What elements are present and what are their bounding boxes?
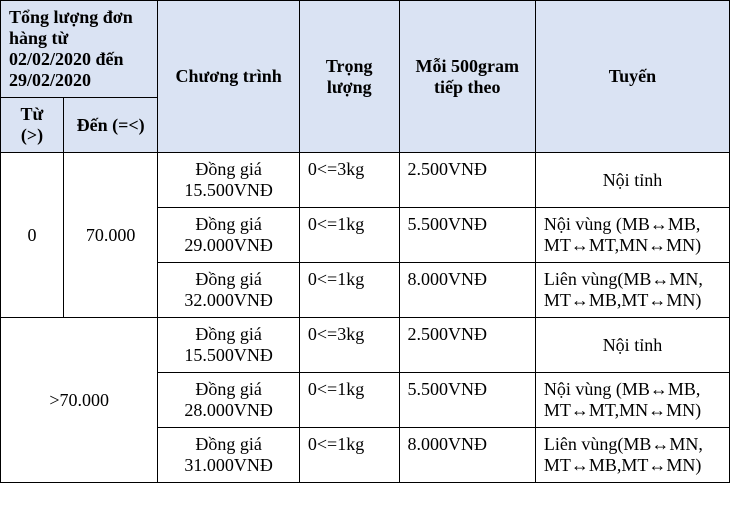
pricing-table: Tổng lượng đơn hàng từ 02/02/2020 đến 29… <box>0 0 730 483</box>
cell-route: Liên vùng(MB↔MN, MT↔MB,MT↔MN) <box>535 263 729 318</box>
cell-route: Nội tỉnh <box>535 153 729 208</box>
cell-per500: 8.000VNĐ <box>399 263 535 318</box>
cell-to: 70.000 <box>63 153 157 318</box>
cell-route: Nội vùng (MB↔MB, MT↔MT,MN↔MN) <box>535 208 729 263</box>
cell-weight: 0<=3kg <box>299 153 399 208</box>
cell-route: Nội vùng (MB↔MB, MT↔MT,MN↔MN) <box>535 373 729 428</box>
col-header-to: Đến (=<) <box>63 98 157 153</box>
cell-program: Đồng giá 15.500VNĐ <box>158 153 300 208</box>
col-header-route: Tuyến <box>535 1 729 153</box>
cell-route: Liên vùng(MB↔MN, MT↔MB,MT↔MN) <box>535 428 729 483</box>
col-header-weight: Trọng lượng <box>299 1 399 153</box>
cell-weight: 0<=3kg <box>299 318 399 373</box>
cell-program: Đồng giá 32.000VNĐ <box>158 263 300 318</box>
table-row: >70.000 Đồng giá 15.500VNĐ 0<=3kg 2.500V… <box>1 318 730 373</box>
cell-weight: 0<=1kg <box>299 373 399 428</box>
cell-program: Đồng giá 29.000VNĐ <box>158 208 300 263</box>
table-row: 0 70.000 Đồng giá 15.500VNĐ 0<=3kg 2.500… <box>1 153 730 208</box>
cell-merged-range: >70.000 <box>1 318 158 483</box>
cell-per500: 2.500VNĐ <box>399 153 535 208</box>
cell-per500: 8.000VNĐ <box>399 428 535 483</box>
cell-per500: 5.500VNĐ <box>399 373 535 428</box>
col-header-program: Chương trình <box>158 1 300 153</box>
cell-program: Đồng giá 31.000VNĐ <box>158 428 300 483</box>
cell-program: Đồng giá 15.500VNĐ <box>158 318 300 373</box>
col-header-from: Từ (>) <box>1 98 64 153</box>
col-header-group: Tổng lượng đơn hàng từ 02/02/2020 đến 29… <box>1 1 158 98</box>
cell-weight: 0<=1kg <box>299 428 399 483</box>
cell-per500: 2.500VNĐ <box>399 318 535 373</box>
cell-per500: 5.500VNĐ <box>399 208 535 263</box>
cell-route: Nội tỉnh <box>535 318 729 373</box>
table-header-row-1: Tổng lượng đơn hàng từ 02/02/2020 đến 29… <box>1 1 730 98</box>
cell-weight: 0<=1kg <box>299 263 399 318</box>
cell-program: Đồng giá 28.000VNĐ <box>158 373 300 428</box>
col-header-per500: Mỗi 500gram tiếp theo <box>399 1 535 153</box>
cell-from: 0 <box>1 153 64 318</box>
cell-weight: 0<=1kg <box>299 208 399 263</box>
